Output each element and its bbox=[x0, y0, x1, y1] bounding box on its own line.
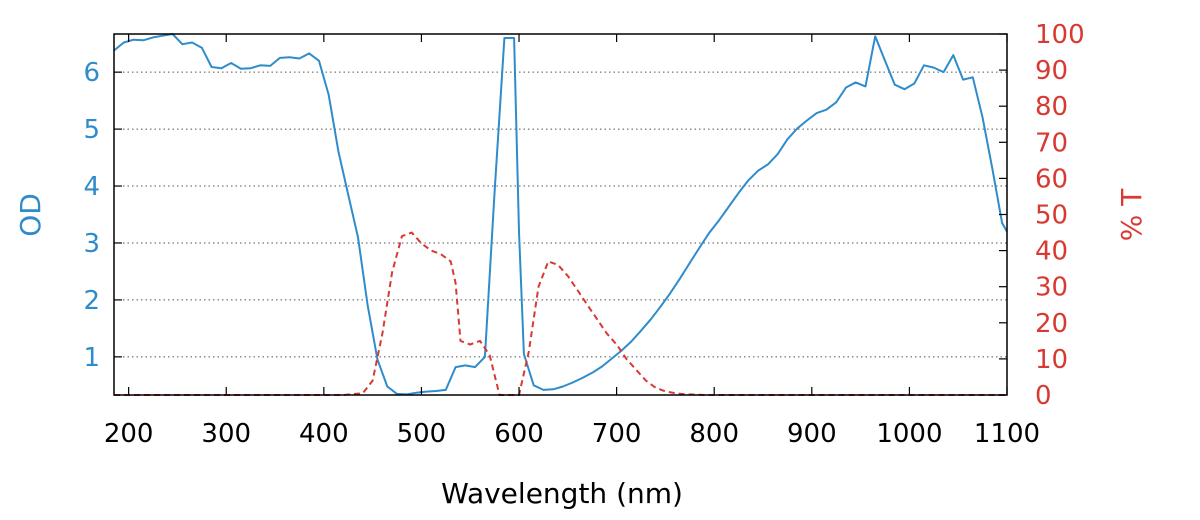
left-tick-label: 3 bbox=[83, 229, 100, 259]
right-tick-label: 80 bbox=[1035, 92, 1068, 122]
x-tick-label: 400 bbox=[299, 419, 349, 449]
right-tick-label: 100 bbox=[1035, 20, 1085, 50]
right-tick-label: 20 bbox=[1035, 309, 1068, 339]
x-tick-label: 700 bbox=[592, 419, 642, 449]
x-tick-label: 1100 bbox=[974, 419, 1040, 449]
right-tick-label: 40 bbox=[1035, 237, 1068, 267]
od-series-line bbox=[113, 33, 1008, 396]
left-tick-label: 6 bbox=[83, 58, 100, 88]
grid-lines bbox=[114, 71, 1007, 358]
right-tick-label: 30 bbox=[1035, 273, 1068, 303]
x-tick-label: 800 bbox=[689, 419, 739, 449]
left-tick-label: 4 bbox=[83, 172, 100, 202]
right-tick-label: 0 bbox=[1035, 381, 1052, 411]
left-tick-label: 2 bbox=[83, 286, 100, 316]
left-axis-label: OD bbox=[14, 193, 47, 237]
axis-ticks bbox=[114, 33, 1008, 396]
right-tick-label: 70 bbox=[1035, 128, 1068, 158]
right-tick-label: 60 bbox=[1035, 164, 1068, 194]
x-tick-label: 600 bbox=[494, 419, 544, 449]
right-tick-label: 90 bbox=[1035, 56, 1068, 86]
x-axis-label: Wavelength (nm) bbox=[441, 477, 683, 510]
x-tick-label: 300 bbox=[201, 419, 251, 449]
x-tick-label: 900 bbox=[787, 419, 837, 449]
plot-frame bbox=[113, 33, 1008, 396]
x-tick-label: 200 bbox=[104, 419, 154, 449]
right-axis-label: % T bbox=[1115, 188, 1148, 242]
x-tick-labels: 200 300 400 500 600 700 800 900 1000 1100 bbox=[104, 419, 1040, 449]
transmission-series-line bbox=[114, 231, 1007, 396]
left-tick-label: 1 bbox=[83, 343, 100, 373]
left-tick-label: 5 bbox=[83, 115, 100, 145]
x-tick-label: 500 bbox=[397, 419, 447, 449]
left-tick-labels: 1 2 3 4 5 6 bbox=[83, 58, 100, 373]
right-tick-label: 50 bbox=[1035, 201, 1068, 231]
right-tick-label: 10 bbox=[1035, 345, 1068, 375]
right-tick-labels: 0 10 20 30 40 50 60 70 80 90 100 bbox=[1035, 20, 1085, 411]
series-lines bbox=[113, 33, 1008, 396]
x-tick-label: 1000 bbox=[876, 419, 942, 449]
